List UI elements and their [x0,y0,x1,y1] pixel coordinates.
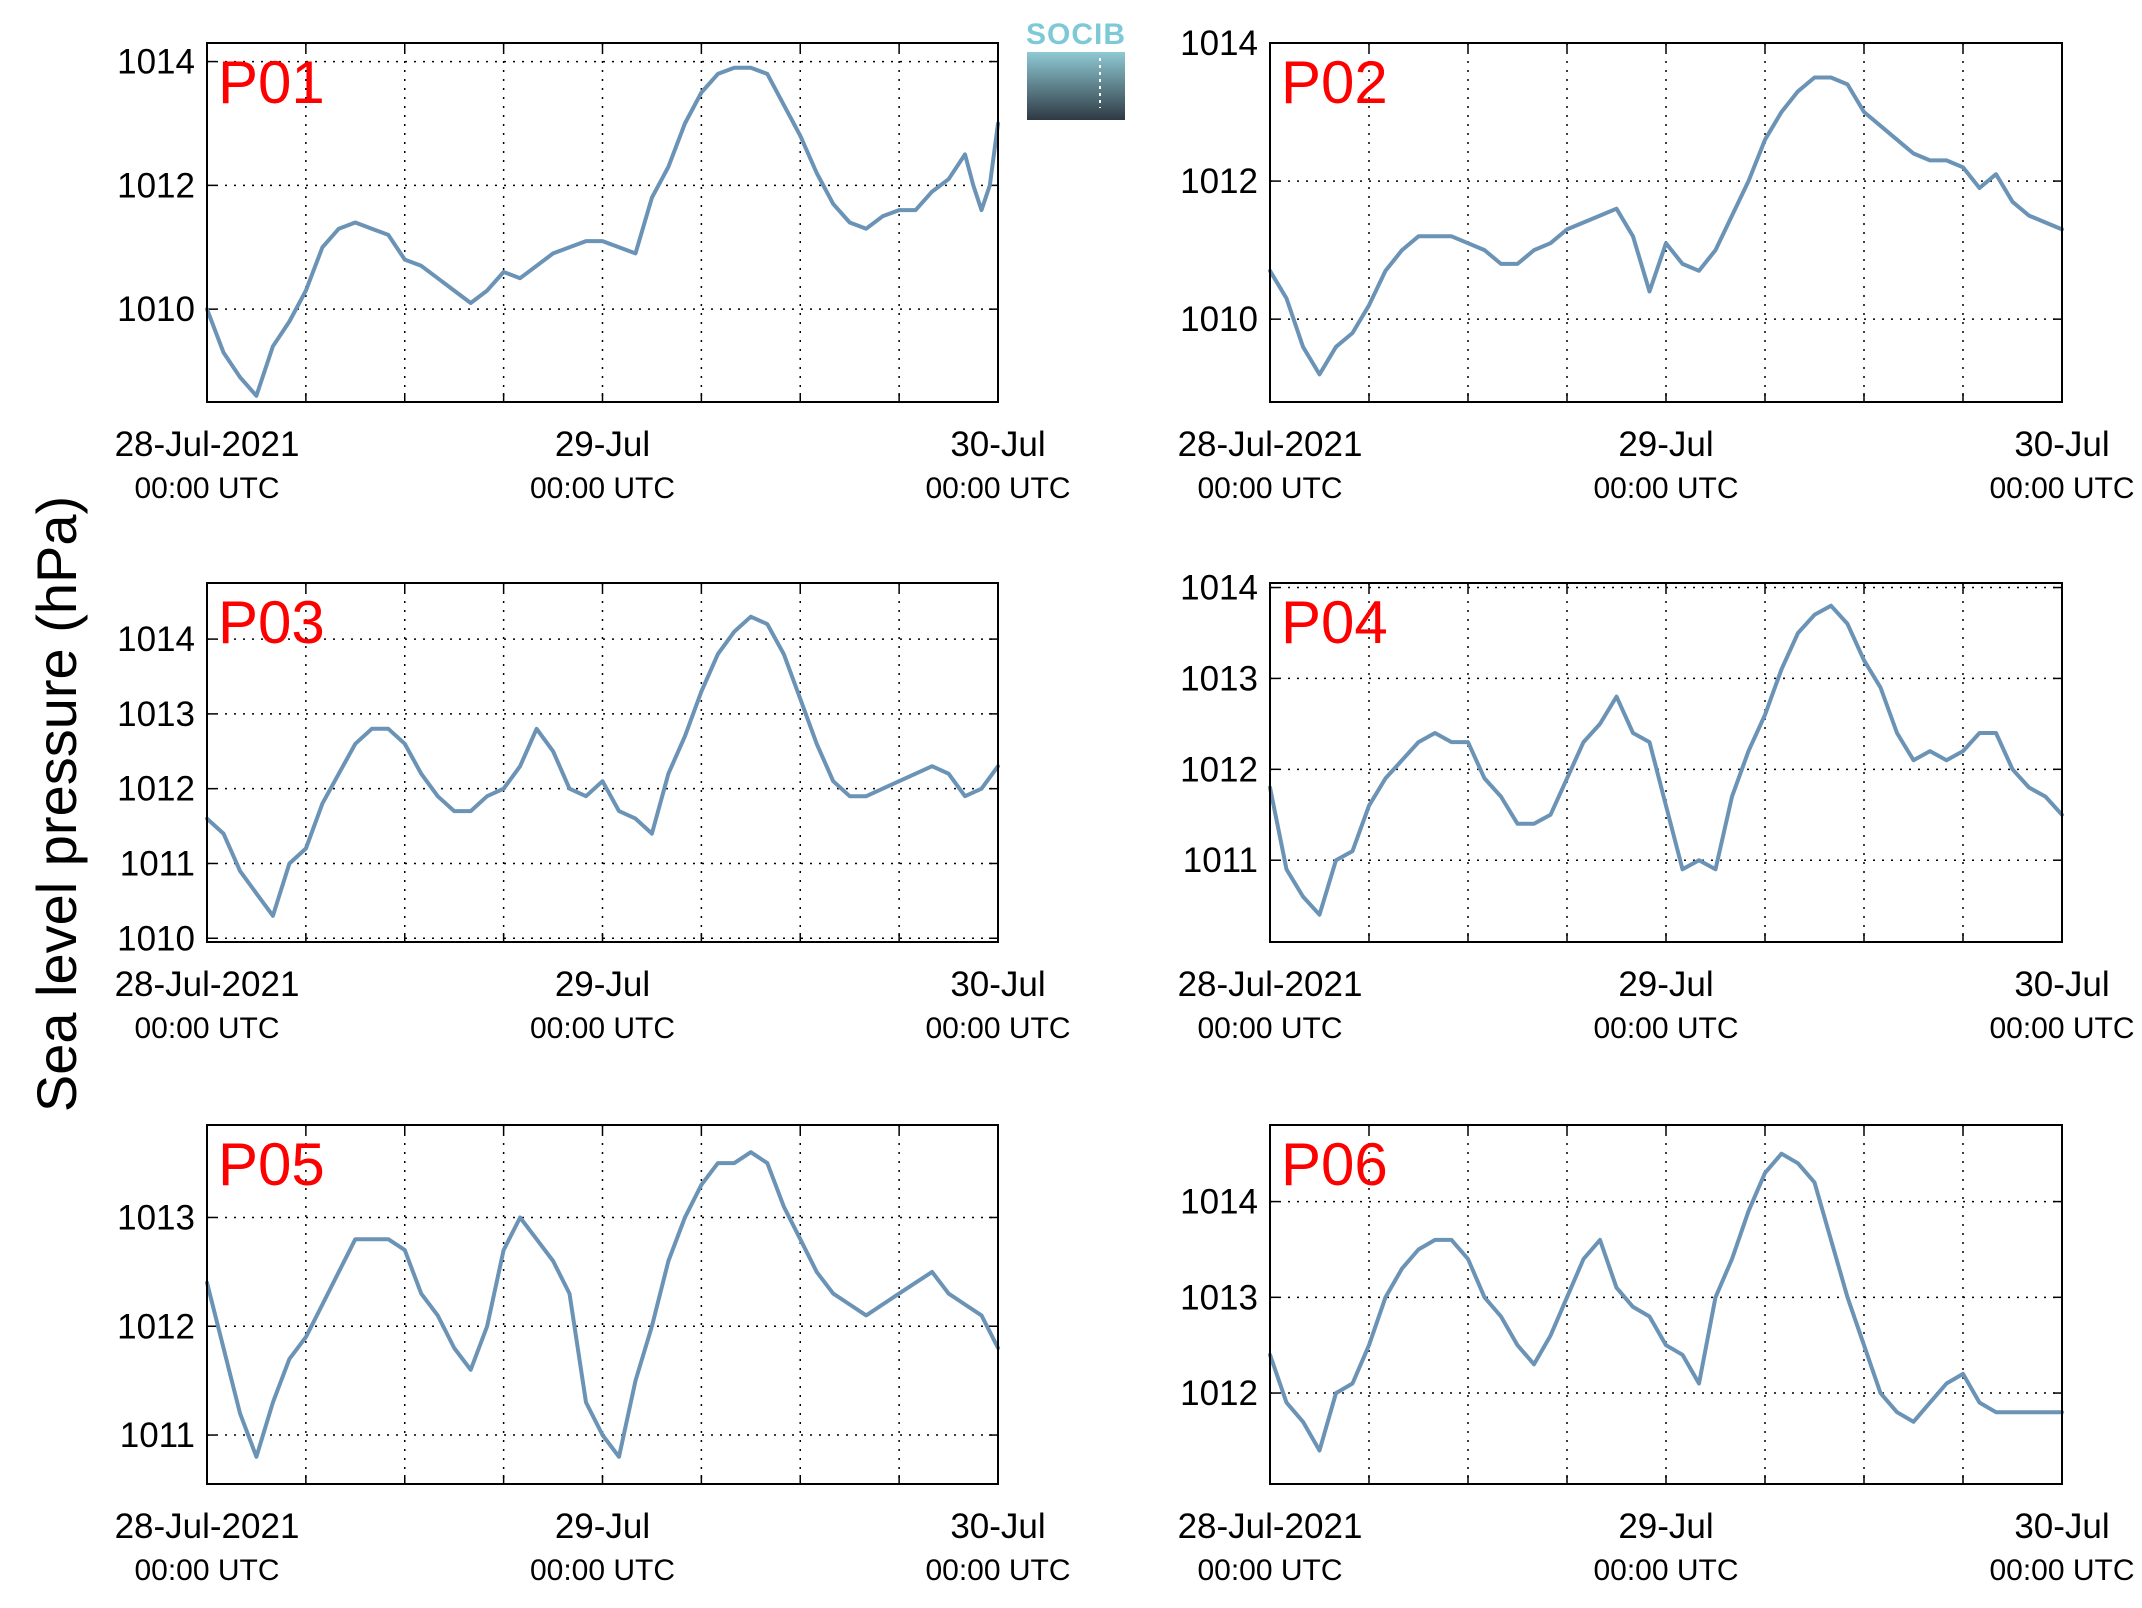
x-tick-sublabel: 00:00 UTC [1197,472,1342,505]
x-tick-label: 30-Jul [2014,425,2109,464]
y-tick-label: 1013 [117,1198,195,1237]
y-tick-label: 1012 [117,166,195,205]
y-tick-label: 1013 [1180,659,1258,698]
x-tick-label: 30-Jul [2014,965,2109,1004]
x-tick-sublabel: 00:00 UTC [530,472,675,505]
x-tick-label: 29-Jul [555,425,650,464]
y-tick-label: 1014 [1180,1183,1258,1222]
logo-text: SOCIB [1026,18,1126,51]
x-tick-sublabel: 00:00 UTC [1593,472,1738,505]
panel-p05: 1011 1012 1013 28-Jul-2021 00:00 UTC 29-Jul 00… [115,1124,1071,1587]
y-tick-label: 1012 [1180,162,1258,201]
axes-frame [1269,1124,2063,1485]
panel-label: P01 [218,49,325,116]
x-tick-sublabel: 00:00 UTC [1989,1554,2134,1587]
panel-p02: 1010 1012 1014 28-Jul-2021 00:00 UTC 29-Jul 00… [1178,24,2135,505]
series-line [205,614,1000,918]
x-tick-label: 28-Jul-2021 [1178,965,1363,1004]
panel-p04: 1011 1012 1013 1014 28-Jul-2021 00:00 UTC 29-J… [1178,569,2135,1045]
series-line [205,1150,1000,1459]
x-tick-sublabel: 00:00 UTC [1989,1012,2134,1045]
y-tick-label: 1010 [117,290,195,329]
x-tick-label: 28-Jul-2021 [115,1507,300,1546]
y-tick-label: 1010 [1180,300,1258,339]
x-tick-label: 29-Jul [555,1507,650,1546]
series-line [205,65,1000,398]
x-tick-label: 29-Jul [1618,965,1713,1004]
axes-frame [206,1124,999,1485]
x-tick-label: 28-Jul-2021 [1178,425,1363,464]
x-tick-label: 28-Jul-2021 [115,425,300,464]
panel-label: P05 [218,1131,325,1198]
y-tick-label: 1014 [1180,569,1258,608]
x-tick-sublabel: 00:00 UTC [925,472,1070,505]
y-tick-label: 1011 [120,1416,195,1455]
series-line [1268,1151,2064,1453]
y-axis-title: Sea level pressure (hPa) [25,496,88,1112]
axes-frame [206,42,999,403]
x-tick-sublabel: 00:00 UTC [134,472,279,505]
socib-logo: SOCIB [1026,18,1126,120]
x-tick-label: 30-Jul [950,425,1045,464]
x-tick-sublabel: 00:00 UTC [925,1554,1070,1587]
panel-p01: 1010 1012 1014 28-Jul-2021 00:00 UTC 29-Jul 00… [115,42,1071,505]
y-tick-label: 1013 [117,695,195,734]
x-tick-label: 28-Jul-2021 [115,965,300,1004]
x-tick-sublabel: 00:00 UTC [134,1012,279,1045]
x-tick-sublabel: 00:00 UTC [1197,1554,1342,1587]
x-tick-label: 29-Jul [1618,1507,1713,1546]
y-tick-label: 1011 [1183,841,1258,880]
panel-label: P06 [1281,1131,1388,1198]
y-tick-label: 1012 [1180,1374,1258,1413]
x-tick-sublabel: 00:00 UTC [134,1554,279,1587]
series-line [1268,75,2064,377]
x-tick-label: 30-Jul [950,965,1045,1004]
y-tick-label: 1014 [117,43,195,82]
x-tick-label: 29-Jul [1618,425,1713,464]
y-tick-label: 1014 [1180,24,1258,63]
series-line [1268,603,2064,917]
x-tick-sublabel: 00:00 UTC [925,1012,1070,1045]
x-tick-sublabel: 00:00 UTC [1593,1554,1738,1587]
x-tick-sublabel: 00:00 UTC [530,1554,675,1587]
y-tick-label: 1012 [117,770,195,809]
axes-frame [206,582,999,943]
x-tick-sublabel: 00:00 UTC [1593,1012,1738,1045]
y-tick-label: 1012 [117,1307,195,1346]
x-tick-label: 30-Jul [950,1507,1045,1546]
panel-label: P04 [1281,589,1388,656]
x-tick-label: 28-Jul-2021 [1178,1507,1363,1546]
y-tick-label: 1011 [120,844,195,883]
y-tick-label: 1010 [117,919,195,958]
x-tick-sublabel: 00:00 UTC [1989,472,2134,505]
x-tick-sublabel: 00:00 UTC [1197,1012,1342,1045]
x-tick-sublabel: 00:00 UTC [530,1012,675,1045]
axes-frame [1269,582,2063,943]
y-tick-label: 1014 [117,620,195,659]
panel-label: P03 [218,589,325,656]
y-tick-label: 1012 [1180,750,1258,789]
panel-p06: 1012 1013 1014 28-Jul-2021 00:00 UTC 29-Jul 00… [1178,1124,2135,1587]
panel-p03: 1010 1011 1012 1013 1014 28-Jul-2021 00:00 UTC… [115,582,1071,1045]
axes-frame [1269,42,2063,403]
panel-label: P02 [1281,49,1388,116]
y-tick-label: 1013 [1180,1278,1258,1317]
x-tick-label: 29-Jul [555,965,650,1004]
x-tick-label: 30-Jul [2014,1507,2109,1546]
